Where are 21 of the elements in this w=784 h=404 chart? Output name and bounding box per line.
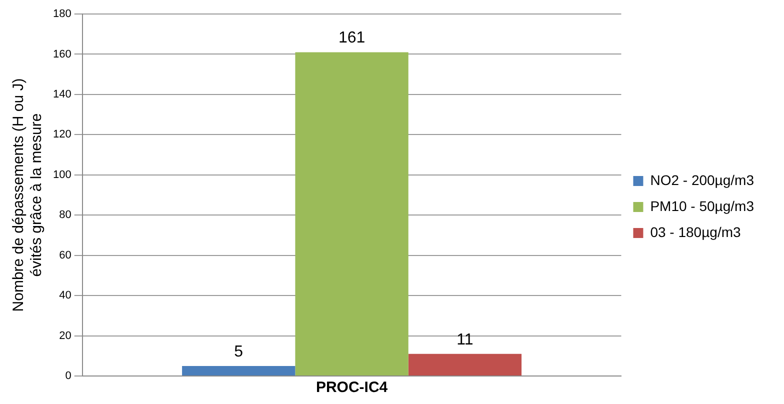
- bar: [408, 354, 522, 376]
- y-tick-label: 40: [59, 290, 72, 302]
- bar: [295, 52, 408, 376]
- y-tick-label: 180: [52, 8, 72, 20]
- legend-label: NO2 - 200µg/m3: [650, 172, 754, 188]
- bar: [182, 366, 296, 376]
- y-axis-title: Nombre de dépassements (H ou J) évités grâce à la mesure: [10, 78, 46, 312]
- y-tick-label: 0: [65, 370, 72, 382]
- data-label: 161: [338, 30, 366, 47]
- legend-label: 03 - 180µg/m3: [650, 224, 741, 240]
- y-tick-label: 120: [52, 128, 72, 141]
- y-tick-label: 80: [59, 209, 72, 222]
- data-label: 5: [234, 343, 244, 360]
- legend-label: PM10 - 50µg/m3: [650, 198, 754, 214]
- y-tick-label: 20: [59, 330, 72, 342]
- x-tick-label: PROC-IC4: [316, 379, 388, 396]
- y-tick-label: 140: [52, 88, 72, 100]
- y-tick-label: 100: [52, 168, 72, 181]
- data-label: 11: [456, 331, 474, 348]
- y-tick-label: 60: [59, 249, 72, 262]
- y-tick-label: 160: [52, 48, 72, 60]
